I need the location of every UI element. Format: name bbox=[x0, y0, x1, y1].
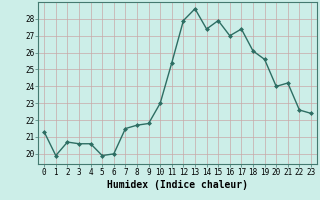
X-axis label: Humidex (Indice chaleur): Humidex (Indice chaleur) bbox=[107, 180, 248, 190]
